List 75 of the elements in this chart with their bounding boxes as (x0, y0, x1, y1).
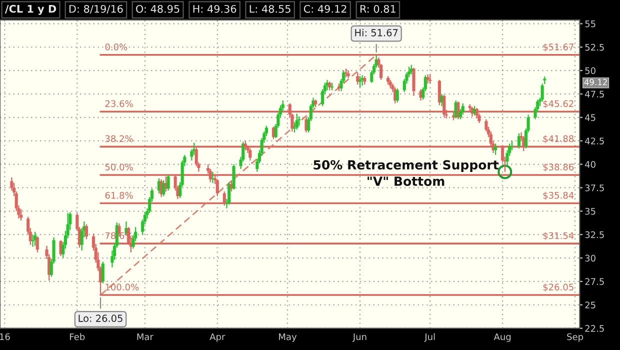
x-tick-label: Feb (70, 333, 85, 340)
candlestick (461, 102, 464, 116)
ref-line-label: $31.54 (543, 232, 574, 240)
candlestick (456, 100, 460, 120)
annotation: 50% Retracement Support "V" Bottom (314, 160, 499, 186)
ref-line-label: $26.05 (543, 284, 574, 292)
ref-line-label: $41.88 (543, 135, 574, 144)
candlestick (166, 174, 170, 192)
text: /CL 1 y D (4, 4, 56, 15)
candlestick (428, 74, 432, 84)
y-tick-label: 25 (585, 302, 596, 308)
y-tick-label: 22.5 (585, 325, 604, 332)
text: C: 49.12 (304, 4, 346, 13)
candlestick (358, 76, 362, 88)
y-tick-label: 35 (585, 208, 596, 215)
annotation: 50.0% (105, 164, 133, 170)
candlestick (396, 88, 399, 103)
y-tick-label: 27.5 (585, 278, 604, 285)
candlestick (232, 164, 236, 190)
ref-line-label: $35.84 (543, 192, 574, 200)
candlestick (412, 67, 416, 96)
candlestick (475, 107, 478, 119)
candlestick (426, 74, 430, 84)
y-tick-label: 50 (585, 67, 596, 74)
text: H: 49.36 (193, 4, 236, 13)
y-tick-label: 32.5 (585, 231, 604, 238)
candlestick (31, 234, 34, 248)
candlestick (438, 79, 441, 106)
candlestick (494, 143, 498, 156)
candlestick (228, 182, 231, 206)
candlestick (244, 140, 247, 151)
ref-line-label: $45.62 (543, 100, 574, 108)
ref-line-label: $38.86 (543, 163, 574, 172)
y-tick-label: 37.5 (585, 184, 604, 192)
text: R: 0.81 (360, 4, 396, 13)
annotation: Lo: 26.05 (78, 314, 122, 322)
y-tick-label: 42.5 (585, 138, 604, 144)
y-tick-label: 45 (585, 114, 596, 121)
annotation: 61.8% (105, 192, 133, 199)
candlestick (84, 224, 88, 240)
y-tick-label: 55 (585, 20, 596, 28)
y-tick-label: 40 (585, 161, 596, 168)
text: O: 48.95 (136, 4, 180, 13)
x-tick-label: Mar (137, 333, 154, 340)
y-tick-label: 30 (585, 254, 596, 262)
text: L: 48.55 (250, 4, 290, 13)
candlestick (517, 132, 520, 149)
candlestick (356, 72, 360, 86)
candlestick (248, 148, 252, 162)
y-tick-label: 47.5 (585, 90, 604, 98)
x-tick-label: Jun (352, 333, 366, 342)
x-tick-label: Aug (494, 333, 511, 342)
x-tick-label: 16 (0, 333, 10, 340)
candlestick (222, 190, 226, 206)
y-tick-label: 52.5 (585, 44, 604, 51)
x-tick-label: May (279, 333, 297, 342)
ref-line-label: $51.67 (543, 43, 574, 52)
x-tick-label: Jul (424, 333, 435, 342)
candlestick (442, 94, 446, 118)
candlestick (208, 168, 212, 183)
annotation: 100.0% (106, 284, 139, 290)
candlestick (101, 261, 104, 284)
text: D: 8/19/16 (69, 4, 123, 14)
candlestick (162, 180, 166, 197)
candlestick (216, 178, 219, 197)
x-tick-label: Apr (210, 333, 226, 342)
annotation: Hi: 51.67 (355, 28, 398, 36)
candlestick (36, 236, 39, 253)
candlestick (211, 171, 214, 184)
annotation: 38.2% (105, 135, 133, 142)
candlestick (295, 113, 298, 130)
annotation: 0.0% (105, 44, 128, 50)
text: 49.12 (584, 78, 607, 86)
x-tick-label: Sep (567, 333, 584, 342)
annotation: 23.6% (105, 100, 133, 108)
